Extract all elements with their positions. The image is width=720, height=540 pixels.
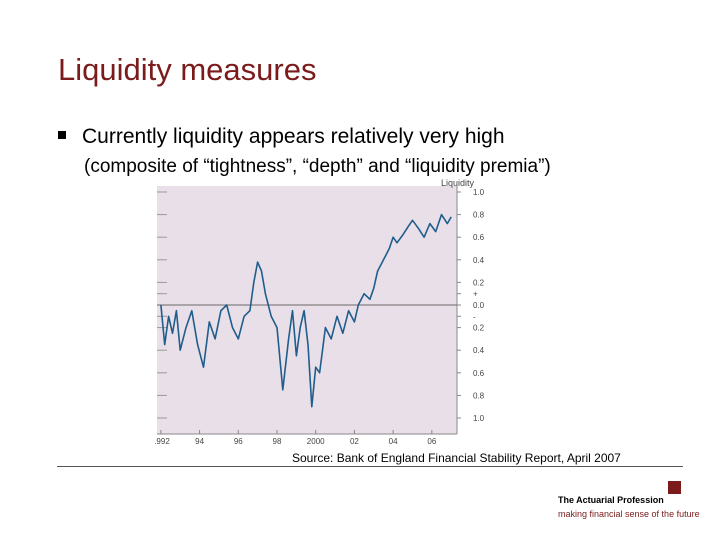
right-tick-label: 0.2 [473, 324, 485, 333]
bullet-text: Currently liquidity appears relatively v… [82, 125, 505, 148]
right-tick-label: - [473, 312, 476, 321]
right-axis: 1.0 0.8 0.6 0.4 0.2 +0.0 - 0.2 0.4 0.6 0.8 1.0 [456, 186, 485, 434]
x-tick-label: 98 [273, 437, 282, 446]
right-tick-label: 1.0 [473, 188, 485, 197]
right-tick-label: 0.8 [473, 391, 485, 400]
right-tick-label: 1.0 [473, 414, 485, 423]
right-tick-label: 0.8 [473, 211, 485, 220]
chart-ylabel: Liquidity [441, 178, 475, 188]
brand-square-logo [668, 481, 681, 494]
square-bullet-icon [58, 131, 66, 140]
bullet-item: Currently liquidity appears relatively v… [58, 125, 505, 149]
slide-title: Liquidity measures [58, 52, 317, 87]
x-axis: 1992 94 96 98 2000 02 04 06 [155, 430, 457, 446]
x-tick-label: 02 [350, 437, 359, 446]
right-tick-label: 0.4 [473, 256, 485, 265]
footer-rule [57, 466, 683, 467]
x-tick-label: 96 [234, 437, 243, 446]
brand-tagline: making financial sense of the future [558, 509, 700, 519]
right-tick-label: 0.6 [473, 233, 485, 242]
right-tick-label: 0.2 [473, 278, 485, 287]
right-tick-label: + [473, 290, 478, 299]
liquidity-series-line [160, 213, 452, 408]
chart-background [157, 186, 457, 434]
x-tick-label: 1992 [155, 437, 170, 446]
x-tick-label: 06 [427, 437, 436, 446]
brand-name: The Actuarial Profession [558, 495, 664, 505]
x-tick-label: 04 [389, 437, 398, 446]
bullet-subtext: (composite of “tightness”, “depth” and “… [84, 156, 551, 177]
right-tick-label: 0.6 [473, 369, 485, 378]
right-tick-label: 0.0 [473, 301, 485, 310]
x-tick-label: 94 [195, 437, 204, 446]
x-tick-label: 2000 [307, 437, 325, 446]
liquidity-chart: Liquidity 1.0 0.8 0.6 0.4 0.2 +0.0 - 0.2 0.4 0.6 0… [155, 178, 485, 446]
source-note: Source: Bank of England Financial Stabil… [292, 451, 621, 465]
right-tick-label: 0.4 [473, 346, 485, 355]
